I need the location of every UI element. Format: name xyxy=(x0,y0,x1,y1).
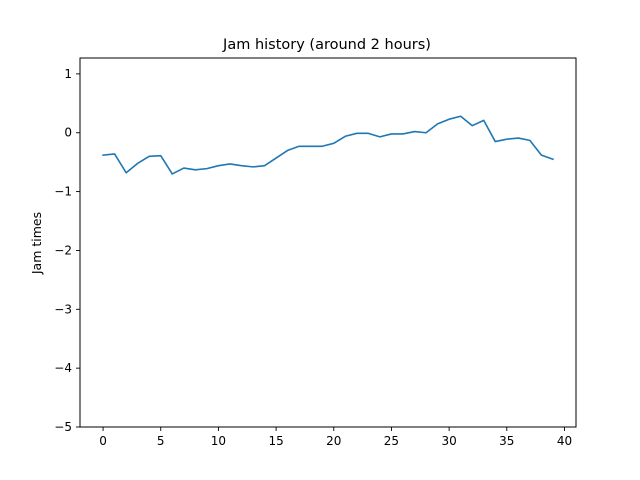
x-tick-label: 35 xyxy=(499,434,514,448)
axis-ticks: 0 5 10 15 20 25 30 35 40 −5 −4 −3 −2 −1 0 1 xyxy=(54,67,572,448)
x-tick-label: 25 xyxy=(384,434,399,448)
x-tick-label: 30 xyxy=(441,434,456,448)
x-tick-label: 15 xyxy=(268,434,283,448)
y-tick-label: 1 xyxy=(64,67,72,81)
plot-frame xyxy=(79,57,577,428)
y-tick-label: −2 xyxy=(54,243,72,257)
series-group xyxy=(102,115,554,175)
x-tick-label: 20 xyxy=(326,434,341,448)
x-tick-label: 5 xyxy=(157,434,165,448)
y-axis-label: Jam times xyxy=(29,212,44,275)
x-tick-label: 0 xyxy=(99,434,107,448)
y-tick-label: −1 xyxy=(54,185,72,199)
series-line xyxy=(102,115,554,175)
x-tick-label: 40 xyxy=(557,434,572,448)
y-tick-label: −5 xyxy=(54,420,72,434)
y-tick-label: −4 xyxy=(54,361,72,375)
x-tick-label: 10 xyxy=(211,434,226,448)
chart-title: Jam history (around 2 hours) xyxy=(222,37,431,53)
y-tick-label: −3 xyxy=(54,302,72,316)
y-tick-label: 0 xyxy=(64,126,72,140)
